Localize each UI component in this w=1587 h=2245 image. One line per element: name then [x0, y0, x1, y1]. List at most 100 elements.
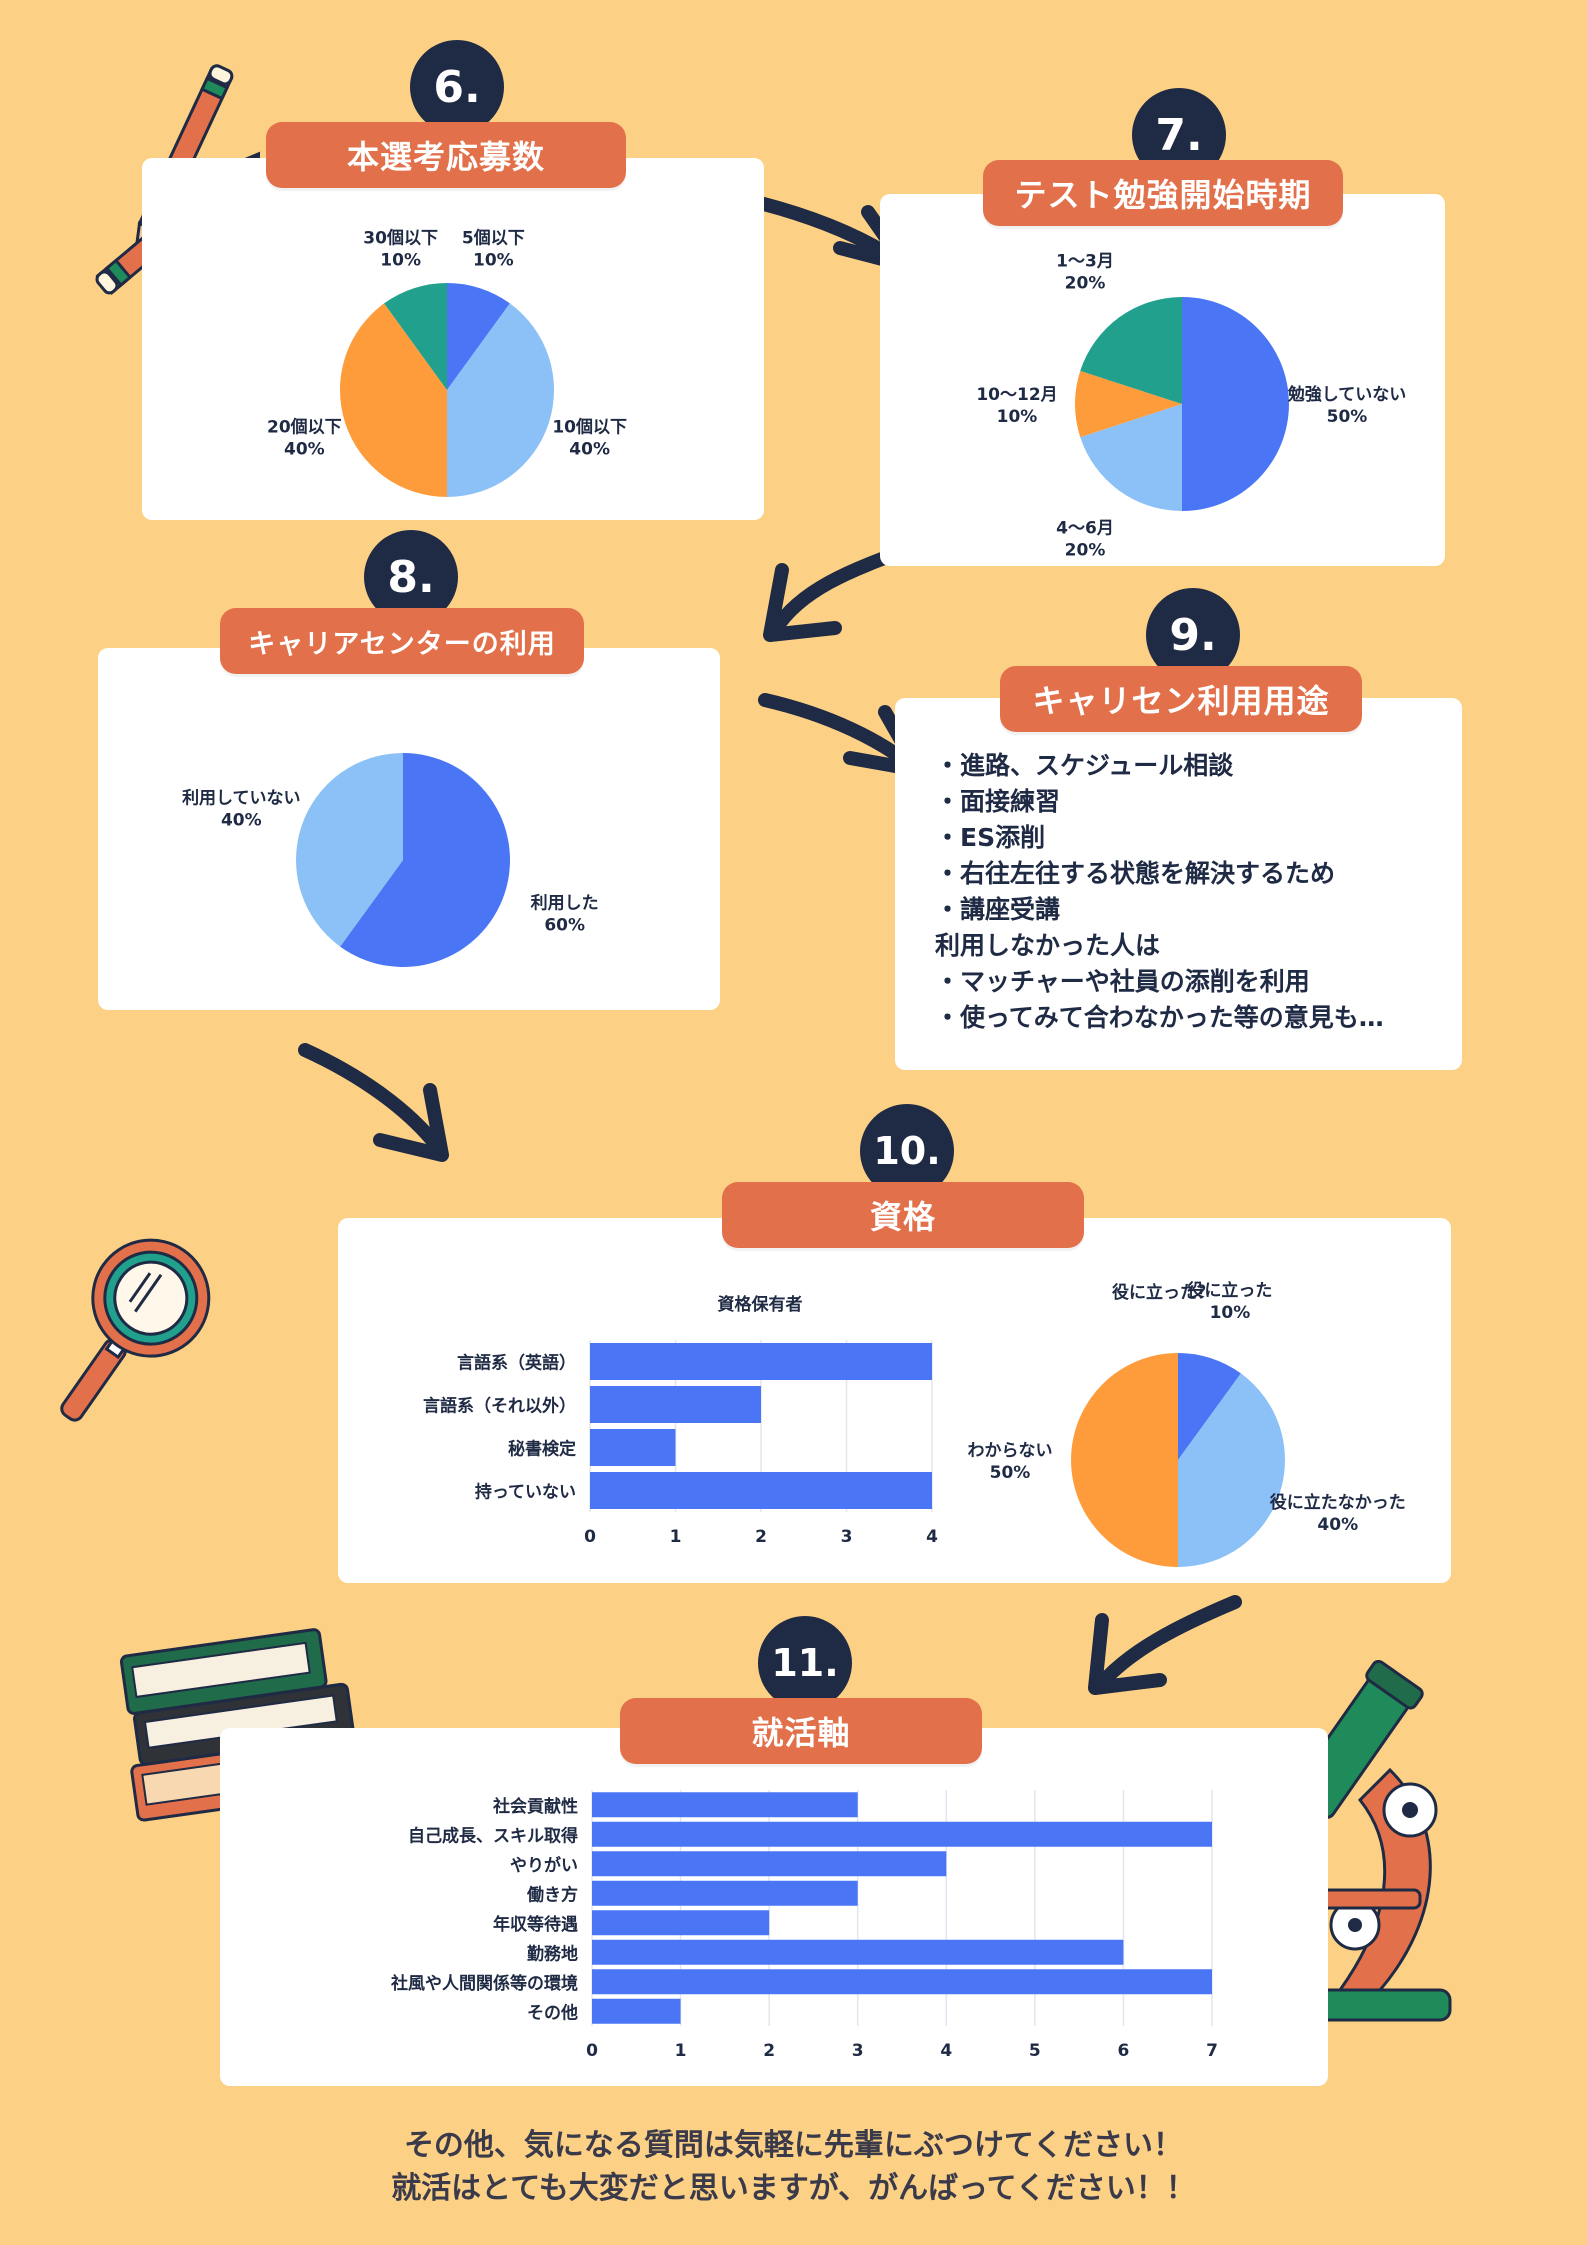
section-9-title: キャリセン利用用途	[1000, 666, 1362, 732]
slice-label: 利用していない	[182, 787, 301, 808]
slice-value-label: 10%	[380, 250, 421, 270]
section-11-badge: 11.	[758, 1616, 852, 1710]
slice-value-label: 40%	[221, 810, 262, 830]
slice-label: 30個以下	[363, 227, 438, 248]
pie-slice	[447, 303, 554, 497]
pie-slice	[1075, 370, 1182, 438]
bar	[592, 1821, 1212, 1847]
bar	[590, 1429, 676, 1466]
slice-label: 勉強していない	[1287, 384, 1407, 405]
bar	[592, 1851, 947, 1877]
tick-label: 0	[584, 1527, 596, 1547]
slice-label: 10〜12月	[976, 385, 1057, 405]
usage-list: ・進路、スケジュール相談 ・面接練習 ・ES添削 ・右往左往する状態を解決するた…	[935, 748, 1384, 1036]
tick-label: 2	[755, 1527, 767, 1547]
pie-slice	[1182, 297, 1289, 511]
pie-slice	[1080, 297, 1182, 404]
slice-value-label: 60%	[544, 916, 585, 936]
slice-value-label: 40%	[284, 439, 325, 459]
category-label: その他	[527, 2002, 578, 2023]
pie-slice	[1178, 1373, 1285, 1567]
tick-label: 4	[940, 2041, 952, 2061]
footer-line-1: その他、気になる質問は気軽に先輩にぶつけてください！	[403, 2128, 1184, 2163]
slice-value-label: 40%	[569, 439, 610, 459]
tick-label: 1	[670, 1527, 682, 1547]
slice-label: 10個以下	[552, 416, 627, 437]
list-item: ・面接練習	[935, 787, 1061, 816]
list-item: ・講座受講	[935, 895, 1061, 924]
list-item: ・進路、スケジュール相談	[935, 751, 1234, 780]
slice-value-label: 40%	[1317, 1515, 1358, 1535]
slice-value-label: 10%	[1210, 1303, 1251, 1323]
section-6-title: 本選考応募数	[266, 122, 626, 188]
arrow-8-to-10	[298, 1043, 449, 1162]
list-item: ・ES添削	[935, 823, 1046, 852]
pie-slice	[340, 753, 510, 967]
slice-label: 利用した	[531, 893, 599, 914]
bar	[592, 1939, 1124, 1965]
tick-label: 4	[926, 1527, 938, 1547]
category-label: 勤務地	[527, 1943, 578, 1964]
tick-label: 1	[675, 2041, 687, 2061]
slice-label: わからない	[968, 1441, 1053, 1461]
pie-slice	[1178, 1353, 1241, 1460]
pie-slice	[1071, 1353, 1178, 1567]
pie-slice	[340, 303, 447, 497]
list-item: ・右往左往する状態を解決するため	[935, 859, 1336, 888]
category-label: 言語系（それ以外）	[423, 1396, 576, 1417]
magnifier-illustration	[60, 1238, 211, 1422]
category-label: 社風や人間関係等の環境	[390, 1973, 578, 1994]
category-label: 秘書検定	[508, 1439, 576, 1460]
tick-label: 3	[841, 1527, 853, 1547]
bar	[590, 1386, 761, 1423]
slice-label: 1〜3月	[1056, 252, 1114, 272]
category-label: 働き方	[526, 1884, 578, 1905]
section-7-title: テスト勉強開始時期	[983, 160, 1343, 226]
job-axis-chart: 0 1 2 3 4 5 6 7 社会貢献性自己成長、スキル取得やりがい働き方年収等待遇勤務地社風…	[390, 1790, 1218, 2061]
category-label: 持っていない	[475, 1482, 576, 1503]
usage-card	[895, 698, 1462, 1070]
tick-label: 6	[1118, 2041, 1130, 2061]
list-item: 利用しなかった人は	[935, 931, 1161, 960]
slice-label: 4〜6月	[1056, 518, 1114, 538]
pie-slice	[447, 283, 510, 390]
bar	[592, 1998, 681, 2024]
slice-label: 役に立った	[1187, 1280, 1272, 1301]
list-item: ・マッチャーや社員の添削を利用	[935, 967, 1310, 996]
arrow-10-to-11	[1088, 1595, 1242, 1695]
tick-label: 3	[852, 2041, 864, 2061]
footer-line-2: 就活はとても大変だと思いますが、がんばってください！！	[391, 2171, 1196, 2206]
section-8-title: キャリアセンターの利用	[220, 608, 584, 674]
slice-label: 役に立たなかった	[1270, 1492, 1406, 1513]
category-label: 年収等待遇	[493, 1914, 578, 1935]
job-axis-card	[220, 1728, 1328, 2086]
bar	[590, 1472, 932, 1509]
tick-label: 7	[1206, 2041, 1218, 2061]
useful-chart-title: 役に立った？	[1112, 1282, 1214, 1303]
pie-slice	[1080, 404, 1182, 511]
slice-value-label: 50%	[990, 1463, 1031, 1483]
slice-value-label: 20%	[1065, 274, 1106, 294]
bar	[592, 1792, 858, 1818]
section-11-title: 就活軸	[620, 1698, 982, 1764]
category-label: 自己成長、スキル取得	[408, 1825, 578, 1846]
section-10-title: 資格	[722, 1182, 1084, 1248]
slice-value-label: 20%	[1065, 540, 1106, 560]
slice-value-label: 50%	[1327, 407, 1368, 427]
list-item: ・使ってみて合わなかった等の意見も…	[935, 1003, 1384, 1032]
slice-value-label: 10%	[473, 250, 514, 270]
category-label: 社会貢献性	[492, 1796, 578, 1817]
bar	[592, 1910, 770, 1936]
chart-title: 資格保有者	[718, 1294, 803, 1315]
bar	[592, 1880, 858, 1906]
bar	[592, 1969, 1212, 1995]
category-label: 言語系（英語）	[457, 1353, 576, 1374]
category-label: やりがい	[510, 1855, 578, 1876]
tick-label: 5	[1029, 2041, 1041, 2061]
slice-label: 20個以下	[267, 416, 342, 437]
